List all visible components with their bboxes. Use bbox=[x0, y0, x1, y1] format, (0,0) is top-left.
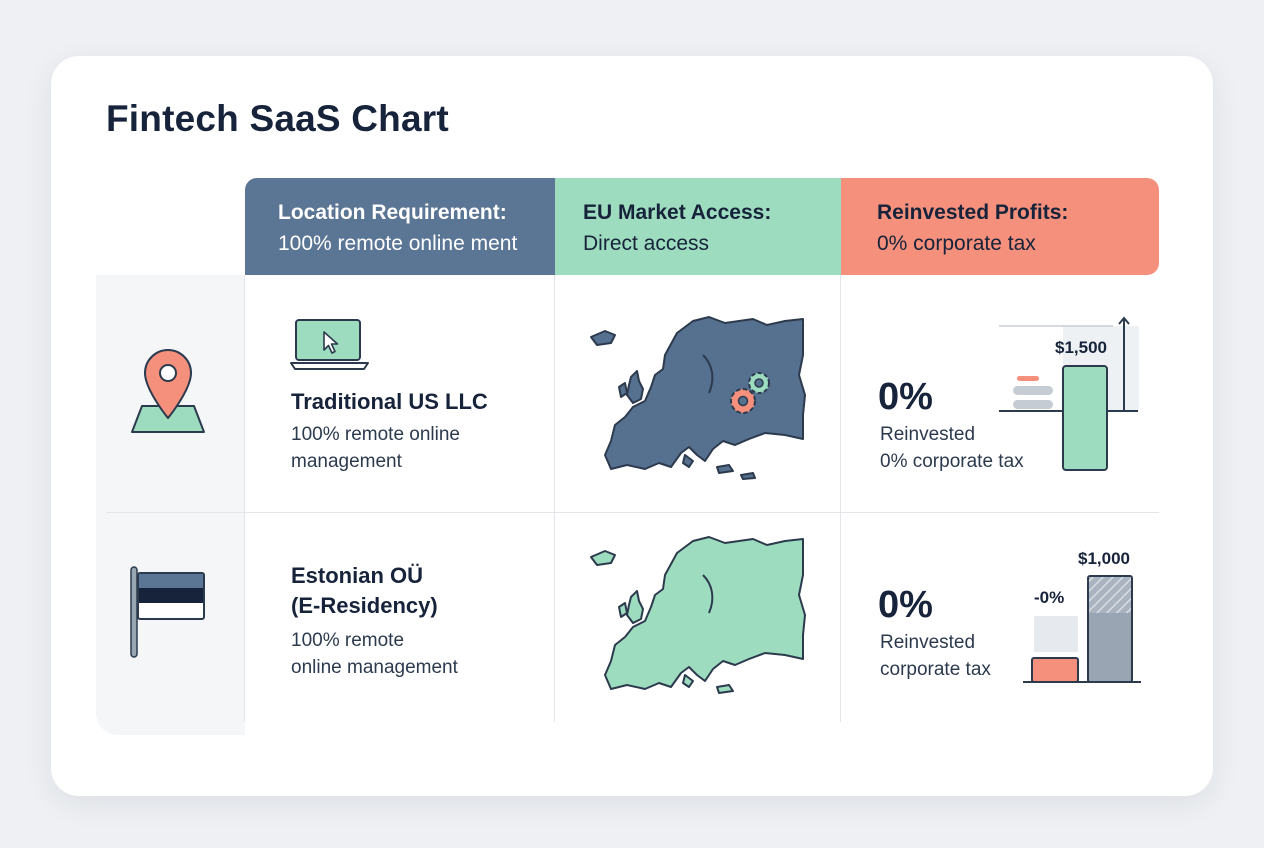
row-divider bbox=[106, 512, 1159, 513]
header-title: Location Requirement: bbox=[278, 201, 507, 224]
header-subtitle: Direct access bbox=[583, 232, 710, 255]
europe-map-icon bbox=[590, 316, 806, 480]
row-name: Traditional US LLC bbox=[291, 389, 488, 414]
row-description: 100% remote bbox=[291, 630, 405, 651]
bar-value-label: $1,500 bbox=[1055, 338, 1107, 357]
page-title: Fintech SaaS Chart bbox=[106, 98, 449, 139]
bar-small bbox=[1031, 657, 1079, 683]
grid-line bbox=[554, 275, 555, 722]
percentage-value: 0% bbox=[878, 376, 933, 418]
row-description: online management bbox=[291, 657, 458, 678]
map-pin-icon bbox=[131, 349, 205, 433]
grid-line bbox=[244, 275, 245, 722]
header-title: Reinvested Profits: bbox=[877, 201, 1069, 224]
profit-bar-chart-2 bbox=[1023, 575, 1141, 683]
grid-line bbox=[840, 275, 841, 722]
row-name: (E-Residency) bbox=[291, 593, 438, 618]
estonian-flag-icon bbox=[130, 566, 205, 658]
header-eu-market-access: EU Market Access: Direct access bbox=[555, 178, 841, 275]
bar-small-label: -0% bbox=[1034, 588, 1065, 607]
header-title: EU Market Access: bbox=[583, 201, 772, 224]
gears-icon bbox=[730, 372, 770, 414]
row-description: 100% remote online bbox=[291, 424, 460, 445]
header-subtitle: 100% remote online ment bbox=[278, 232, 518, 255]
laptop-cursor-icon bbox=[290, 319, 369, 370]
percentage-label: 0% corporate tax bbox=[880, 451, 1024, 472]
row-description: management bbox=[291, 451, 402, 472]
header-reinvested-profits: Reinvested Profits: 0% corporate tax bbox=[841, 178, 1159, 275]
percentage-value: 0% bbox=[878, 584, 933, 626]
percentage-label: Reinvested bbox=[880, 632, 976, 653]
europe-map-icon bbox=[590, 536, 806, 694]
percentage-label: corporate tax bbox=[880, 659, 991, 680]
header-location-requirement: Location Requirement: 100% remote online… bbox=[245, 178, 555, 275]
header-subtitle: 0% corporate tax bbox=[877, 232, 1036, 255]
percentage-label: Reinvested bbox=[880, 424, 976, 445]
profit-bar-chart-1 bbox=[999, 316, 1139, 471]
bar-value-label: $1,000 bbox=[1078, 549, 1130, 568]
row-name: Estonian OÜ bbox=[291, 563, 424, 588]
bar-value-1500 bbox=[1062, 365, 1108, 471]
